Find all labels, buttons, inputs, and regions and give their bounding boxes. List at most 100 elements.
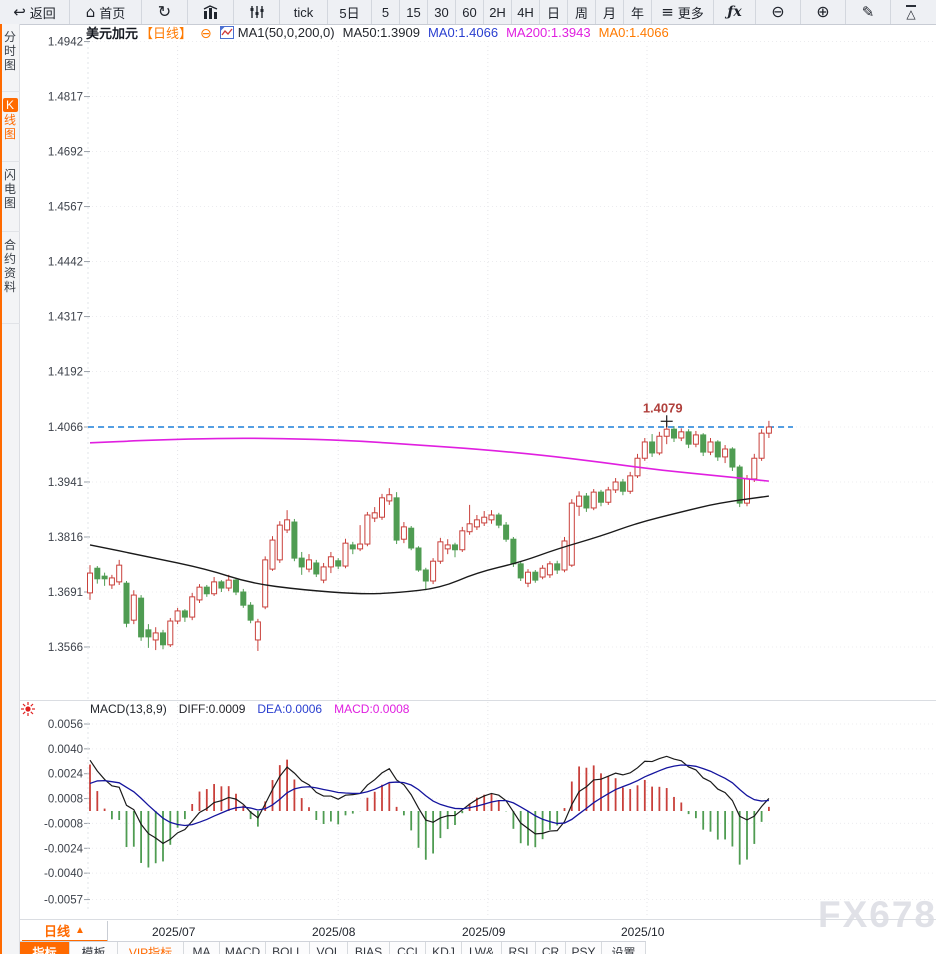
tab-kdj[interactable]: KDJ xyxy=(426,942,462,954)
tab-label: BIAS xyxy=(354,945,383,954)
interval-week-button[interactable]: 周 xyxy=(568,0,596,24)
tab-cci[interactable]: CCI xyxy=(390,942,426,954)
indicator-settings-icon[interactable] xyxy=(20,701,36,717)
tab-boll[interactable]: BOLL xyxy=(266,942,310,954)
macd-dea-value: DEA:0.0006 xyxy=(257,702,323,716)
ma50-value: MA50:1.3909 xyxy=(342,25,420,40)
svg-text:1.4317: 1.4317 xyxy=(48,312,83,324)
interval-tick-button[interactable]: tick xyxy=(280,0,328,24)
tab-vol[interactable]: VOL xyxy=(310,942,348,954)
bar-chart-type-button[interactable] xyxy=(188,0,234,24)
candlestick-series xyxy=(87,420,772,651)
interval-4h-button[interactable]: 4H xyxy=(512,0,540,24)
sidebar-tab-time-chart[interactable]: 分时图 xyxy=(0,24,20,92)
ma200-line xyxy=(89,437,769,482)
zoom-in-button[interactable]: ⊕ xyxy=(801,0,846,24)
sidebar-tab-label: 合约资料 xyxy=(3,238,16,294)
svg-text:1.3941: 1.3941 xyxy=(48,477,83,489)
svg-text:-0.0040: -0.0040 xyxy=(44,868,83,880)
candle-settings-button[interactable] xyxy=(234,0,280,24)
fx-icon: ƒx xyxy=(727,4,742,20)
tab-lwr[interactable]: LW& xyxy=(462,942,502,954)
svg-text:0.0024: 0.0024 xyxy=(48,769,84,781)
interval-15min-button[interactable]: 15 xyxy=(400,0,428,24)
x-axis-label: 2025/08 xyxy=(312,925,356,939)
ma200-value: MA200:1.3943 xyxy=(506,25,591,40)
zoom-in-icon: ⊕ xyxy=(816,2,830,21)
tab-label: RSI xyxy=(508,945,529,954)
tab-label: PSY xyxy=(571,945,596,954)
tab-vip-indicators[interactable]: VIP指标 xyxy=(118,942,184,954)
tab-bias[interactable]: BIAS xyxy=(348,942,390,954)
macd-diff-value: DIFF:0.0009 xyxy=(178,702,246,716)
back-label: 返回 xyxy=(29,5,56,21)
interval-label: 日 xyxy=(546,5,560,21)
tab-ma[interactable]: MA xyxy=(184,942,220,954)
tab-rsi[interactable]: RSI xyxy=(502,942,536,954)
period-tab-daily[interactable]: 日线 ▲ xyxy=(22,921,108,943)
back-button[interactable]: ↩ 返回 xyxy=(0,0,70,24)
sidebar-tab-lightning-chart[interactable]: 闪电图 xyxy=(0,162,20,232)
draw-button[interactable]: ✎ xyxy=(846,0,891,24)
tab-indicators[interactable]: 指标 xyxy=(20,942,70,954)
svg-text:0.0056: 0.0056 xyxy=(48,719,83,731)
indicator-fx-button[interactable]: ƒx xyxy=(714,0,756,24)
home-label: 首页 xyxy=(99,5,126,21)
triangle-up-icon: ▲ xyxy=(75,925,85,936)
svg-text:-0.0008: -0.0008 xyxy=(44,818,83,830)
macd-dea-line xyxy=(89,764,769,827)
interval-5day-button[interactable]: 5日 xyxy=(328,0,372,24)
tab-cr[interactable]: CR xyxy=(536,942,566,954)
tab-psy[interactable]: PSY xyxy=(566,942,602,954)
tab-label: 设置 xyxy=(611,945,636,954)
interval-60min-button[interactable]: 60 xyxy=(456,0,484,24)
more-label: 更多 xyxy=(677,5,704,21)
shape-tool-button[interactable]: △ xyxy=(891,0,931,24)
ma0-orange-value: MA0:1.4066 xyxy=(598,25,669,40)
more-button[interactable]: ≡ 更多 xyxy=(652,0,714,24)
tab-label: 指标 xyxy=(32,945,57,954)
back-arrow-icon: ↩ xyxy=(13,2,26,21)
interval-label: 60 xyxy=(462,4,477,20)
refresh-button[interactable]: ↻ xyxy=(142,0,188,24)
macd-value: MACD:0.0008 xyxy=(334,702,410,716)
x-axis-label: 2025/10 xyxy=(621,925,665,939)
interval-label: 2H xyxy=(489,4,506,20)
indicator-config-icon[interactable] xyxy=(219,26,234,39)
tab-label: CCI xyxy=(397,945,418,954)
ma50-line xyxy=(89,495,769,595)
x-axis-label: 2025/09 xyxy=(462,925,506,939)
collapse-pane-icon[interactable]: ⊖ xyxy=(200,24,212,41)
ma0-blue-value: MA0:1.4066 xyxy=(427,25,499,40)
svg-text:-0.0024: -0.0024 xyxy=(44,843,84,855)
interval-label: tick xyxy=(293,4,314,20)
sidebar-tab-contract-info[interactable]: 合约资料 xyxy=(0,232,20,324)
tab-label: KDJ xyxy=(432,945,455,954)
svg-text:-0.0057: -0.0057 xyxy=(44,895,83,907)
home-button[interactable]: ⌂ 首页 xyxy=(70,0,142,24)
sidebar-tab-label: 闪电图 xyxy=(3,168,16,210)
interval-year-button[interactable]: 年 xyxy=(624,0,652,24)
tab-templates[interactable]: 模板 xyxy=(70,942,118,954)
svg-text:0.0040: 0.0040 xyxy=(48,744,83,756)
interval-month-button[interactable]: 月 xyxy=(596,0,624,24)
svg-text:1.3691: 1.3691 xyxy=(48,587,83,599)
high-annotation: 1.4079 xyxy=(643,400,683,428)
svg-text:1.4692: 1.4692 xyxy=(48,147,83,159)
interval-30min-button[interactable]: 30 xyxy=(428,0,456,24)
zoom-out-button[interactable]: ⊖ xyxy=(756,0,801,24)
interval-2h-button[interactable]: 2H xyxy=(484,0,512,24)
toolbar: ↩ 返回 ⌂ 首页 ↻ xyxy=(0,0,936,25)
watermark: FX678 xyxy=(818,894,936,935)
macd-header: MACD(13,8,9) DIFF:0.0009 DEA:0.0006 MACD… xyxy=(90,702,409,716)
sidebar-tab-kline-chart[interactable]: K 线图 xyxy=(0,92,20,162)
interval-5min-button[interactable]: 5 xyxy=(372,0,400,24)
sidebar-tab-label-head: K xyxy=(2,98,18,112)
interval-day-button[interactable]: 日 xyxy=(540,0,568,24)
macd-histogram xyxy=(89,759,770,868)
tab-label: VOL xyxy=(316,945,341,954)
tab-macd[interactable]: MACD xyxy=(220,942,266,954)
tab-settings[interactable]: 设置 xyxy=(602,942,646,954)
month-gridlines xyxy=(177,46,648,915)
